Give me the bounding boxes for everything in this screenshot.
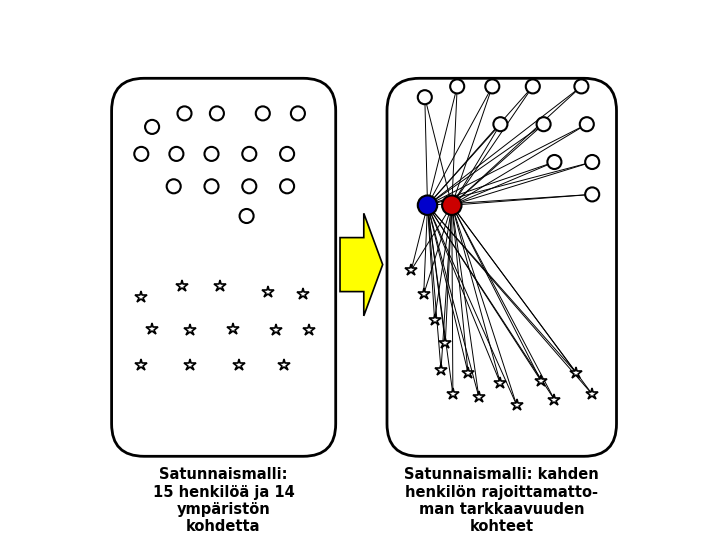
Circle shape: [204, 147, 219, 161]
Circle shape: [418, 195, 437, 215]
Circle shape: [280, 147, 294, 161]
Circle shape: [145, 120, 159, 134]
Text: Satunnaismalli:
15 henkilöä ja 14
ympäristön
kohdetta: Satunnaismalli: 15 henkilöä ja 14 ympäri…: [153, 467, 294, 534]
Circle shape: [580, 117, 594, 131]
Circle shape: [575, 79, 588, 93]
Circle shape: [210, 106, 224, 120]
Circle shape: [166, 179, 181, 193]
Circle shape: [204, 179, 219, 193]
Circle shape: [418, 90, 432, 104]
Text: Satunnaismalli: kahden
henkilön rajoittamatto-
man tarkkaavuuden
kohteet: Satunnaismalli: kahden henkilön rajoitta…: [404, 467, 599, 534]
Circle shape: [291, 106, 305, 120]
Circle shape: [134, 147, 148, 161]
Circle shape: [493, 117, 508, 131]
Polygon shape: [340, 213, 383, 316]
FancyBboxPatch shape: [112, 78, 336, 456]
Circle shape: [536, 117, 551, 131]
Circle shape: [169, 147, 184, 161]
Circle shape: [526, 79, 540, 93]
Circle shape: [585, 187, 599, 201]
Circle shape: [585, 155, 599, 169]
Circle shape: [280, 179, 294, 193]
FancyBboxPatch shape: [387, 78, 616, 456]
Circle shape: [485, 79, 500, 93]
Circle shape: [450, 79, 464, 93]
Circle shape: [177, 106, 192, 120]
Circle shape: [547, 155, 562, 169]
Circle shape: [240, 209, 253, 223]
Circle shape: [242, 179, 256, 193]
Circle shape: [242, 147, 256, 161]
Circle shape: [442, 195, 462, 215]
Circle shape: [256, 106, 270, 120]
